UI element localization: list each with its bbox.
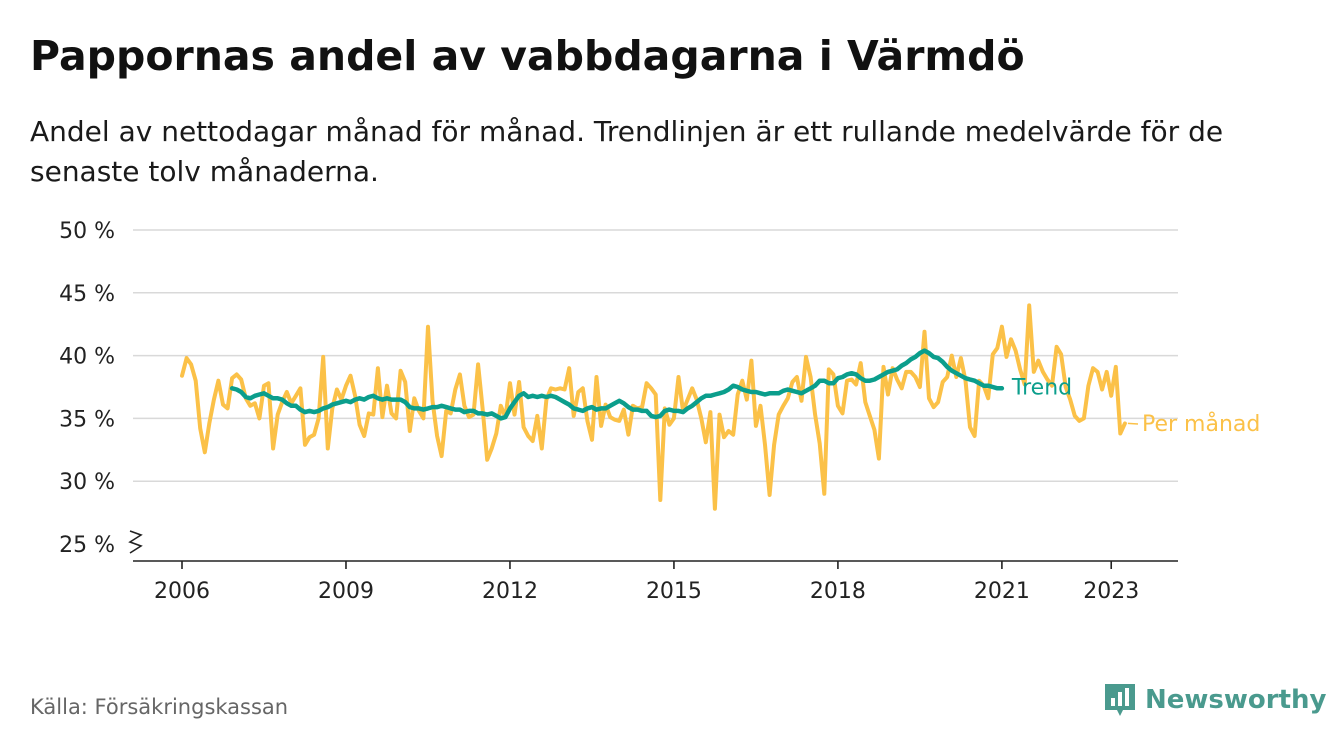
x-tick-label: 2018	[810, 579, 866, 604]
trend-line	[229, 348, 1005, 421]
series-label-trend: Trend	[1011, 375, 1072, 400]
axis-break-icon	[128, 530, 143, 554]
monthly-label-connector	[1127, 422, 1139, 425]
source-note: Källa: Försäkringskassan	[30, 695, 289, 719]
y-tick-label: 30 %	[59, 470, 115, 495]
grid-lines	[133, 229, 1178, 482]
x-tick-label: 2006	[154, 579, 210, 604]
y-tick-label: 40 %	[59, 345, 115, 370]
series-label-monthly: Per månad	[1142, 411, 1260, 437]
y-tick-label: 25 %	[59, 533, 115, 558]
y-tick-label: 35 %	[59, 407, 115, 432]
y-tick-label: 45 %	[59, 282, 115, 307]
chart-title: Pappornas andel av vabbdagarna i Värmdö	[30, 32, 1025, 80]
y-tick-label: 50 %	[59, 219, 115, 244]
x-axis-ticks: 2006 2009 2012 2015 2018 2021 2023	[154, 561, 1139, 604]
monthly-line	[180, 303, 1127, 511]
y-axis-ticks: 25 % 30 % 35 % 40 % 45 % 50 %	[59, 219, 115, 558]
series-labels: Trend Per månad	[1011, 375, 1260, 437]
x-tick-label: 2009	[318, 579, 374, 604]
x-tick-label: 2023	[1083, 579, 1139, 604]
x-tick-label: 2015	[646, 579, 702, 604]
chart-subtitle: Andel av nettodagar månad för månad. Tre…	[30, 115, 1224, 188]
newsworthy-logo-icon	[1105, 684, 1135, 716]
x-tick-label: 2012	[482, 579, 538, 604]
series-lines	[180, 303, 1127, 511]
brand-name: Newsworthy	[1145, 685, 1327, 715]
x-tick-label: 2021	[974, 579, 1030, 604]
brand-logo[interactable]: Newsworthy	[1103, 682, 1326, 718]
